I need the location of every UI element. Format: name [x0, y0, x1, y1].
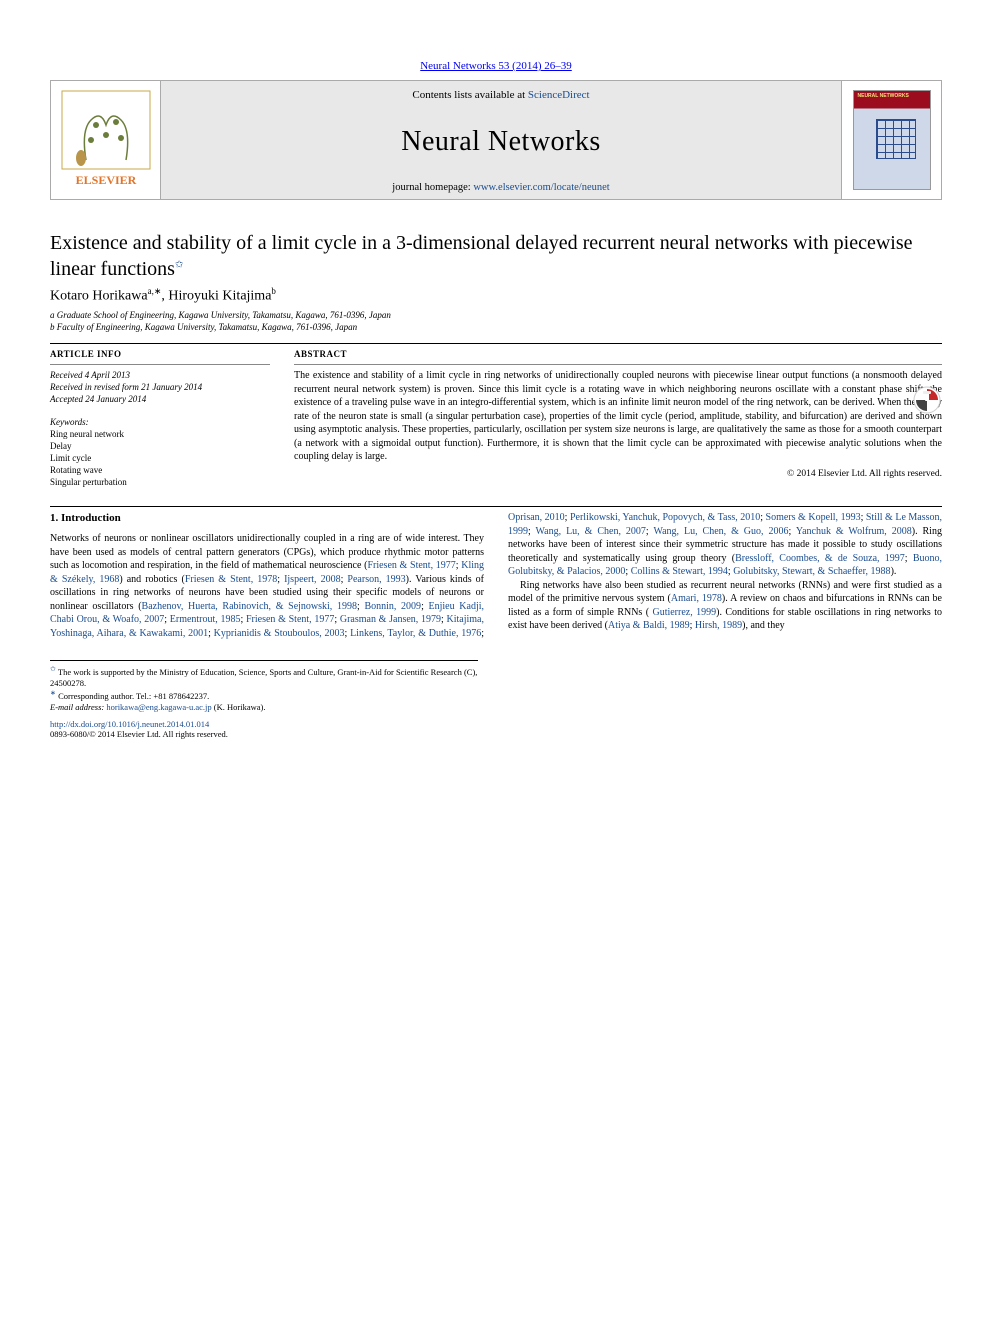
citation-link[interactable]: Collins & Stewart, 1994: [631, 566, 728, 577]
email-link[interactable]: horikawa@eng.kagawa-u.ac.jp: [106, 702, 211, 712]
author-1-aff: a,∗: [148, 286, 162, 296]
citation-link[interactable]: Oprisan, 2010: [508, 512, 565, 523]
citation-link[interactable]: Golubitsky, Stewart, & Schaeffer, 1988: [733, 566, 890, 577]
citation-link[interactable]: Yanchuk & Wolfrum, 2008: [796, 526, 912, 537]
citation-link[interactable]: Kyprianidis & Stouboulos, 2003: [214, 628, 345, 639]
author-2-aff: b: [271, 286, 276, 296]
affiliation-b: b Faculty of Engineering, Kagawa Univers…: [50, 321, 942, 333]
journal-cover[interactable]: [841, 81, 941, 199]
homepage-link[interactable]: www.elsevier.com/locate/neunet: [473, 182, 609, 193]
crossmark-icon[interactable]: [912, 385, 942, 415]
contents-line: Contents lists available at ScienceDirec…: [161, 89, 841, 101]
citation-link[interactable]: Friesen & Stent, 1978: [185, 574, 277, 585]
citation-link[interactable]: Friesen & Stent, 1977: [246, 614, 334, 625]
citation-link[interactable]: Pearson, 1993: [347, 574, 405, 585]
affiliations: a Graduate School of Engineering, Kagawa…: [50, 309, 942, 333]
corresponding-footnote: ∗ Corresponding author. Tel.: +81 878642…: [50, 689, 478, 702]
copyright: © 2014 Elsevier Ltd. All rights reserved…: [294, 468, 942, 481]
citation-link[interactable]: Bressloff, Coombes, & de Souza, 1997: [735, 553, 905, 564]
affiliation-a: a Graduate School of Engineering, Kagawa…: [50, 309, 942, 321]
keyword: Rotating wave: [50, 464, 270, 476]
citation-link[interactable]: Wang, Lu, Chen, & Guo, 2006: [653, 526, 788, 537]
homepage-line: journal homepage: www.elsevier.com/locat…: [161, 182, 841, 193]
body-text: 1. Introduction Networks of neurons or n…: [50, 511, 942, 640]
citation-link[interactable]: Wang, Lu, & Chen, 2007: [536, 526, 646, 537]
abstract-text: The existence and stability of a limit c…: [294, 369, 942, 464]
abstract: ABSTRACT The existence and stability of …: [294, 348, 942, 488]
divider: [50, 506, 942, 507]
journal-ref-link[interactable]: Neural Networks 53 (2014) 26–39: [420, 60, 572, 72]
received-date: Received 4 April 2013: [50, 369, 270, 381]
footnotes: ✩ The work is supported by the Ministry …: [50, 660, 478, 713]
keyword: Limit cycle: [50, 452, 270, 464]
author-1[interactable]: Kotaro Horikawa: [50, 289, 148, 304]
citation-link[interactable]: Ermentrout, 1985: [170, 614, 241, 625]
keyword: Delay: [50, 440, 270, 452]
article-history: Received 4 April 2013 Received in revise…: [50, 369, 270, 405]
keywords-label: Keywords:: [50, 416, 270, 428]
citation-link[interactable]: 1979: [421, 614, 441, 625]
citation-link[interactable]: Grasman & Jansen,: [340, 614, 418, 625]
citation-link[interactable]: Gutierrez, 1999: [649, 607, 716, 618]
title-footnote-marker[interactable]: ✩: [175, 259, 183, 270]
paragraph: Ring networks have also been studied as …: [508, 579, 942, 633]
sciencedirect-link[interactable]: ScienceDirect: [528, 89, 590, 101]
section-heading: 1. Introduction: [50, 511, 484, 526]
article-info: ARTICLE INFO Received 4 April 2013 Recei…: [50, 348, 270, 488]
citation-link[interactable]: Linkens, Taylor, & Duthie, 1976: [350, 628, 481, 639]
citation-link[interactable]: Bonnin, 2009: [364, 601, 421, 612]
article-info-heading: ARTICLE INFO: [50, 348, 270, 360]
authors: Kotaro Horikawaa,∗, Hiroyuki Kitajimab: [50, 286, 942, 305]
citation-link[interactable]: Somers & Kopell, 1993: [766, 512, 861, 523]
elsevier-logo[interactable]: ELSEVIER: [51, 81, 161, 199]
journal-title: Neural Networks: [161, 126, 841, 158]
email-footnote: E-mail address: horikawa@eng.kagawa-u.ac…: [50, 702, 478, 713]
keyword: Singular perturbation: [50, 476, 270, 488]
keyword: Ring neural network: [50, 428, 270, 440]
issn-copyright: 0893-6080/© 2014 Elsevier Ltd. All right…: [50, 729, 228, 739]
citation-link[interactable]: Friesen & Stent, 1977: [367, 560, 455, 571]
citation-link[interactable]: Perlikowski, Yanchuk, Popovych, & Tass, …: [570, 512, 760, 523]
citation-link[interactable]: Atiya & Baldi, 1989: [608, 620, 690, 631]
revised-date: Received in revised form 21 January 2014: [50, 381, 270, 393]
citation-link[interactable]: Hirsh, 1989: [695, 620, 742, 631]
author-2[interactable]: Hiroyuki Kitajima: [168, 289, 271, 304]
citation-link[interactable]: Amari, 1978: [671, 593, 722, 604]
journal-reference: Neural Networks 53 (2014) 26–39: [50, 60, 942, 72]
journal-header: ELSEVIER Contents lists available at Sci…: [50, 80, 942, 200]
citation-link[interactable]: Ijspeert, 2008: [284, 574, 341, 585]
header-center: Contents lists available at ScienceDirec…: [161, 81, 841, 199]
doi-block: http://dx.doi.org/10.1016/j.neunet.2014.…: [50, 719, 942, 739]
funding-footnote: ✩ The work is supported by the Ministry …: [50, 665, 478, 689]
paper-title: Existence and stability of a limit cycle…: [50, 230, 942, 282]
elsevier-text: ELSEVIER: [75, 173, 136, 187]
doi-link[interactable]: http://dx.doi.org/10.1016/j.neunet.2014.…: [50, 719, 209, 729]
citation-link[interactable]: Bazhenov, Huerta, Rabinovich, & Sejnowsk…: [142, 601, 357, 612]
abstract-heading: ABSTRACT: [294, 348, 942, 360]
accepted-date: Accepted 24 January 2014: [50, 393, 270, 405]
divider: [50, 343, 942, 344]
